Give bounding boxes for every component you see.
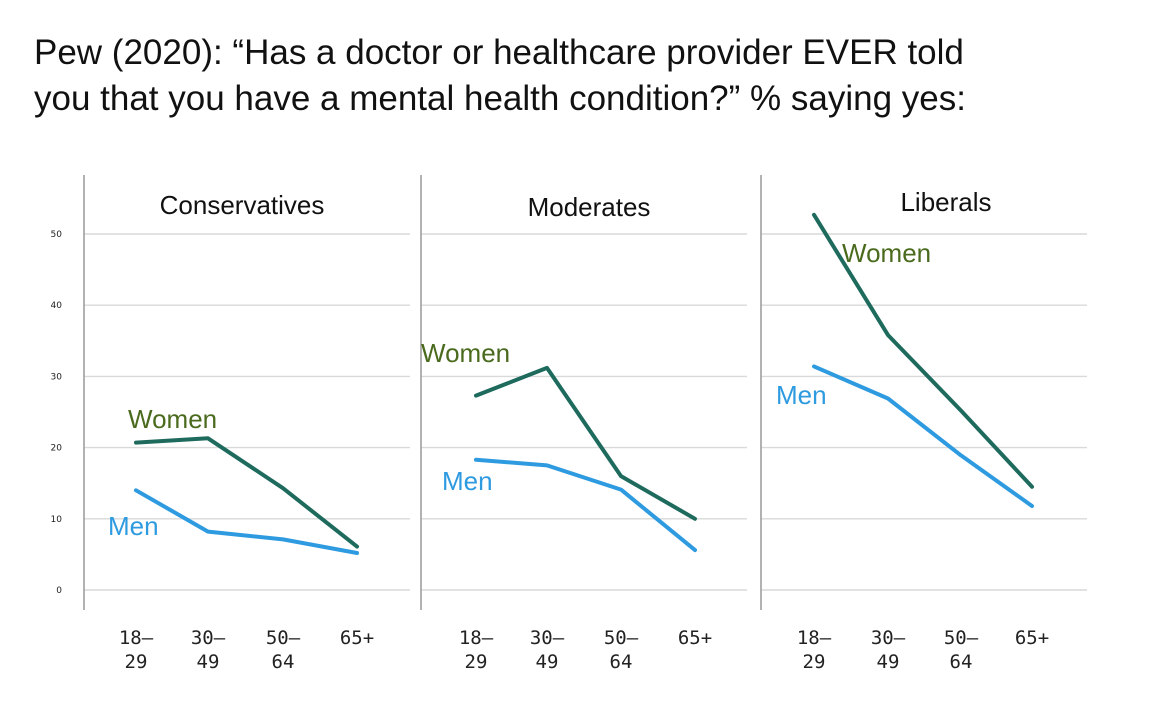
x-tick-label: 65+ (678, 627, 712, 649)
x-tick-label: 30– (191, 627, 226, 649)
x-tick-label: 64 (950, 651, 973, 673)
men-series-line (134, 488, 359, 555)
x-tick-label: 49 (536, 651, 559, 673)
women-series-line (812, 212, 1034, 489)
women-series-label: Women (842, 238, 931, 268)
panel-title: Liberals (900, 187, 991, 217)
x-tick-label: 29 (803, 651, 826, 673)
chart-title: Pew (2020): “Has a doctor or healthcare … (34, 30, 1124, 122)
y-tick-label: 40 (51, 301, 63, 311)
women-series-label: Women (421, 338, 510, 368)
men-series-label: Men (776, 380, 827, 410)
panel-title: Conservatives (160, 190, 325, 220)
x-tick-label: 50– (604, 627, 639, 649)
title-line-1: Pew (2020): “Has a doctor or healthcare … (34, 33, 964, 72)
y-tick-label: 50 (51, 230, 63, 240)
men-series-line (474, 457, 697, 553)
women-series-label: Women (128, 404, 217, 434)
x-tick-label: 50– (266, 627, 301, 649)
men-series-label: Men (442, 466, 493, 496)
y-tick-label: 20 (51, 444, 63, 454)
x-tick-label: 65+ (1015, 627, 1049, 649)
x-tick-label: 18– (459, 627, 494, 649)
x-tick-label: 29 (465, 651, 488, 673)
x-tick-label: 65+ (340, 627, 374, 649)
men-series-label: Men (108, 511, 159, 541)
panel-title: Moderates (528, 192, 651, 222)
x-tick-label: 18– (119, 627, 154, 649)
y-tick-label: 30 (51, 372, 63, 382)
y-tick-label: 10 (51, 515, 63, 525)
x-tick-label: 30– (530, 627, 565, 649)
men-series-line (812, 364, 1034, 508)
x-tick-label: 49 (877, 651, 900, 673)
women-series-line (134, 436, 359, 549)
x-tick-label: 29 (125, 651, 148, 673)
title-line-2: you that you have a mental health condit… (34, 79, 966, 118)
x-tick-label: 49 (197, 651, 220, 673)
women-series-line (474, 365, 697, 521)
x-tick-label: 30– (871, 627, 906, 649)
x-tick-label: 64 (272, 651, 295, 673)
x-tick-label: 64 (610, 651, 633, 673)
x-tick-label: 50– (944, 627, 979, 649)
y-tick-label: 0 (56, 586, 62, 596)
x-tick-label: 18– (797, 627, 832, 649)
